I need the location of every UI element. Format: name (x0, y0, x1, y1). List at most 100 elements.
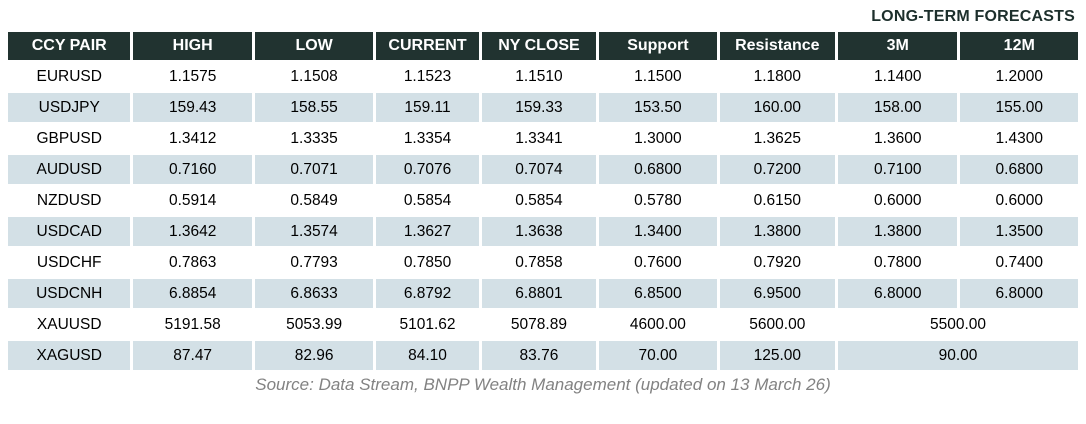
column-header-ny-close: NY CLOSE (481, 32, 597, 60)
cell-resistance: 125.00 (719, 341, 836, 370)
cell-resistance: 5600.00 (719, 310, 836, 339)
cell-current: 6.8792 (376, 279, 479, 308)
cell-support: 1.3400 (599, 217, 717, 246)
source-note: Source: Data Stream, BNPP Wealth Managem… (255, 375, 831, 394)
cell-forecast-merged: 90.00 (838, 341, 1078, 370)
cell-low: 1.3574 (254, 217, 374, 246)
cell-forecast-merged: 5500.00 (838, 310, 1078, 339)
cell-m12: 1.3500 (960, 217, 1078, 246)
cell-m3: 1.3600 (838, 124, 958, 153)
cell-pair: XAUUSD (8, 310, 131, 339)
cell-high: 1.3412 (133, 124, 252, 153)
cell-resistance: 6.9500 (719, 279, 836, 308)
column-header-current: CURRENT (376, 32, 479, 60)
cell-pair: NZDUSD (8, 186, 131, 215)
cell-resistance: 1.1800 (719, 62, 836, 91)
cell-current: 1.3354 (376, 124, 479, 153)
cell-high: 1.1575 (133, 62, 252, 91)
cell-support: 6.8500 (599, 279, 717, 308)
cell-m12: 1.2000 (960, 62, 1078, 91)
table-row-audusd: AUDUSD 0.7160 0.7071 0.7076 0.7074 0.6800 0.72… (8, 155, 1078, 184)
cell-support: 1.1500 (599, 62, 717, 91)
cell-pair: USDCAD (8, 217, 131, 246)
cell-m12: 155.00 (960, 93, 1078, 122)
table-row-nzdusd: NZDUSD 0.5914 0.5849 0.5854 0.5854 0.5780 0.61… (8, 186, 1078, 215)
cell-ny-close: 83.76 (481, 341, 597, 370)
cell-low: 5053.99 (254, 310, 374, 339)
cell-ny-close: 1.3341 (481, 124, 597, 153)
cell-support: 0.5780 (599, 186, 717, 215)
cell-high: 1.3642 (133, 217, 252, 246)
cell-current: 1.1523 (376, 62, 479, 91)
cell-support: 153.50 (599, 93, 717, 122)
cell-low: 0.5849 (254, 186, 374, 215)
cell-m3: 0.6000 (838, 186, 958, 215)
table-row-eurusd: EURUSD 1.1575 1.1508 1.1523 1.1510 1.1500 1.18… (8, 62, 1078, 91)
cell-pair: USDCNH (8, 279, 131, 308)
cell-low: 158.55 (254, 93, 374, 122)
cell-support: 4600.00 (599, 310, 717, 339)
column-header-support: Support (599, 32, 717, 60)
cell-resistance: 0.7920 (719, 248, 836, 277)
cell-m12: 1.4300 (960, 124, 1078, 153)
cell-high: 0.7160 (133, 155, 252, 184)
cell-resistance: 0.7200 (719, 155, 836, 184)
table-row-gbpusd: GBPUSD 1.3412 1.3335 1.3354 1.3341 1.3000 1.36… (8, 124, 1078, 153)
cell-current: 84.10 (376, 341, 479, 370)
cell-m12: 0.7400 (960, 248, 1078, 277)
long-term-forecasts-label: LONG-TERM FORECASTS (871, 8, 1075, 25)
cell-ny-close: 5078.89 (481, 310, 597, 339)
cell-high: 0.7863 (133, 248, 252, 277)
column-header-low: LOW (254, 32, 374, 60)
table-row-xagusd: XAGUSD 87.47 82.96 84.10 83.76 70.00 125.00 90.… (8, 341, 1078, 370)
cell-pair: USDCHF (8, 248, 131, 277)
cell-resistance: 160.00 (719, 93, 836, 122)
cell-ny-close: 159.33 (481, 93, 597, 122)
cell-high: 5191.58 (133, 310, 252, 339)
cell-ny-close: 0.7858 (481, 248, 597, 277)
cell-high: 6.8854 (133, 279, 252, 308)
cell-support: 70.00 (599, 341, 717, 370)
header-row: CCY PAIR HIGH LOW CURRENT NY CLOSE Suppo… (8, 32, 1078, 60)
cell-m12: 6.8000 (960, 279, 1078, 308)
cell-pair: USDJPY (8, 93, 131, 122)
cell-ny-close: 6.8801 (481, 279, 597, 308)
cell-m3: 6.8000 (838, 279, 958, 308)
cell-current: 159.11 (376, 93, 479, 122)
cell-pair: GBPUSD (8, 124, 131, 153)
cell-resistance: 1.3625 (719, 124, 836, 153)
cell-ny-close: 1.3638 (481, 217, 597, 246)
cell-high: 87.47 (133, 341, 252, 370)
column-header-12m: 12M (960, 32, 1078, 60)
cell-pair: EURUSD (8, 62, 131, 91)
cell-current: 5101.62 (376, 310, 479, 339)
column-header-3m: 3M (838, 32, 958, 60)
cell-m3: 158.00 (838, 93, 958, 122)
cell-resistance: 1.3800 (719, 217, 836, 246)
cell-support: 1.3000 (599, 124, 717, 153)
cell-ny-close: 0.7074 (481, 155, 597, 184)
cell-high: 159.43 (133, 93, 252, 122)
column-header-resistance: Resistance (719, 32, 836, 60)
table-row-usdcnh: USDCNH 6.8854 6.8633 6.8792 6.8801 6.8500 6.95… (8, 279, 1078, 308)
cell-current: 0.7850 (376, 248, 479, 277)
cell-m3: 0.7100 (838, 155, 958, 184)
table-row-xauusd: XAUUSD 5191.58 5053.99 5101.62 5078.89 4600.0… (8, 310, 1078, 339)
table-row-usdjpy: USDJPY 159.43 158.55 159.11 159.33 153.50 160.… (8, 93, 1078, 122)
cell-low: 1.1508 (254, 62, 374, 91)
cell-pair: XAGUSD (8, 341, 131, 370)
cell-ny-close: 1.1510 (481, 62, 597, 91)
cell-low: 1.3335 (254, 124, 374, 153)
cell-support: 0.7600 (599, 248, 717, 277)
cell-current: 0.5854 (376, 186, 479, 215)
table-row-usdcad: USDCAD 1.3642 1.3574 1.3627 1.3638 1.3400 1.38… (8, 217, 1078, 246)
cell-m3: 1.1400 (838, 62, 958, 91)
cell-low: 0.7793 (254, 248, 374, 277)
column-header-ccy-pair: CCY PAIR (8, 32, 131, 60)
cell-high: 0.5914 (133, 186, 252, 215)
fx-forecast-table: CCY PAIR HIGH LOW CURRENT NY CLOSE Suppo… (5, 30, 1081, 372)
table-row-usdchf: USDCHF 0.7863 0.7793 0.7850 0.7858 0.7600 0.79… (8, 248, 1078, 277)
cell-pair: AUDUSD (8, 155, 131, 184)
cell-support: 0.6800 (599, 155, 717, 184)
